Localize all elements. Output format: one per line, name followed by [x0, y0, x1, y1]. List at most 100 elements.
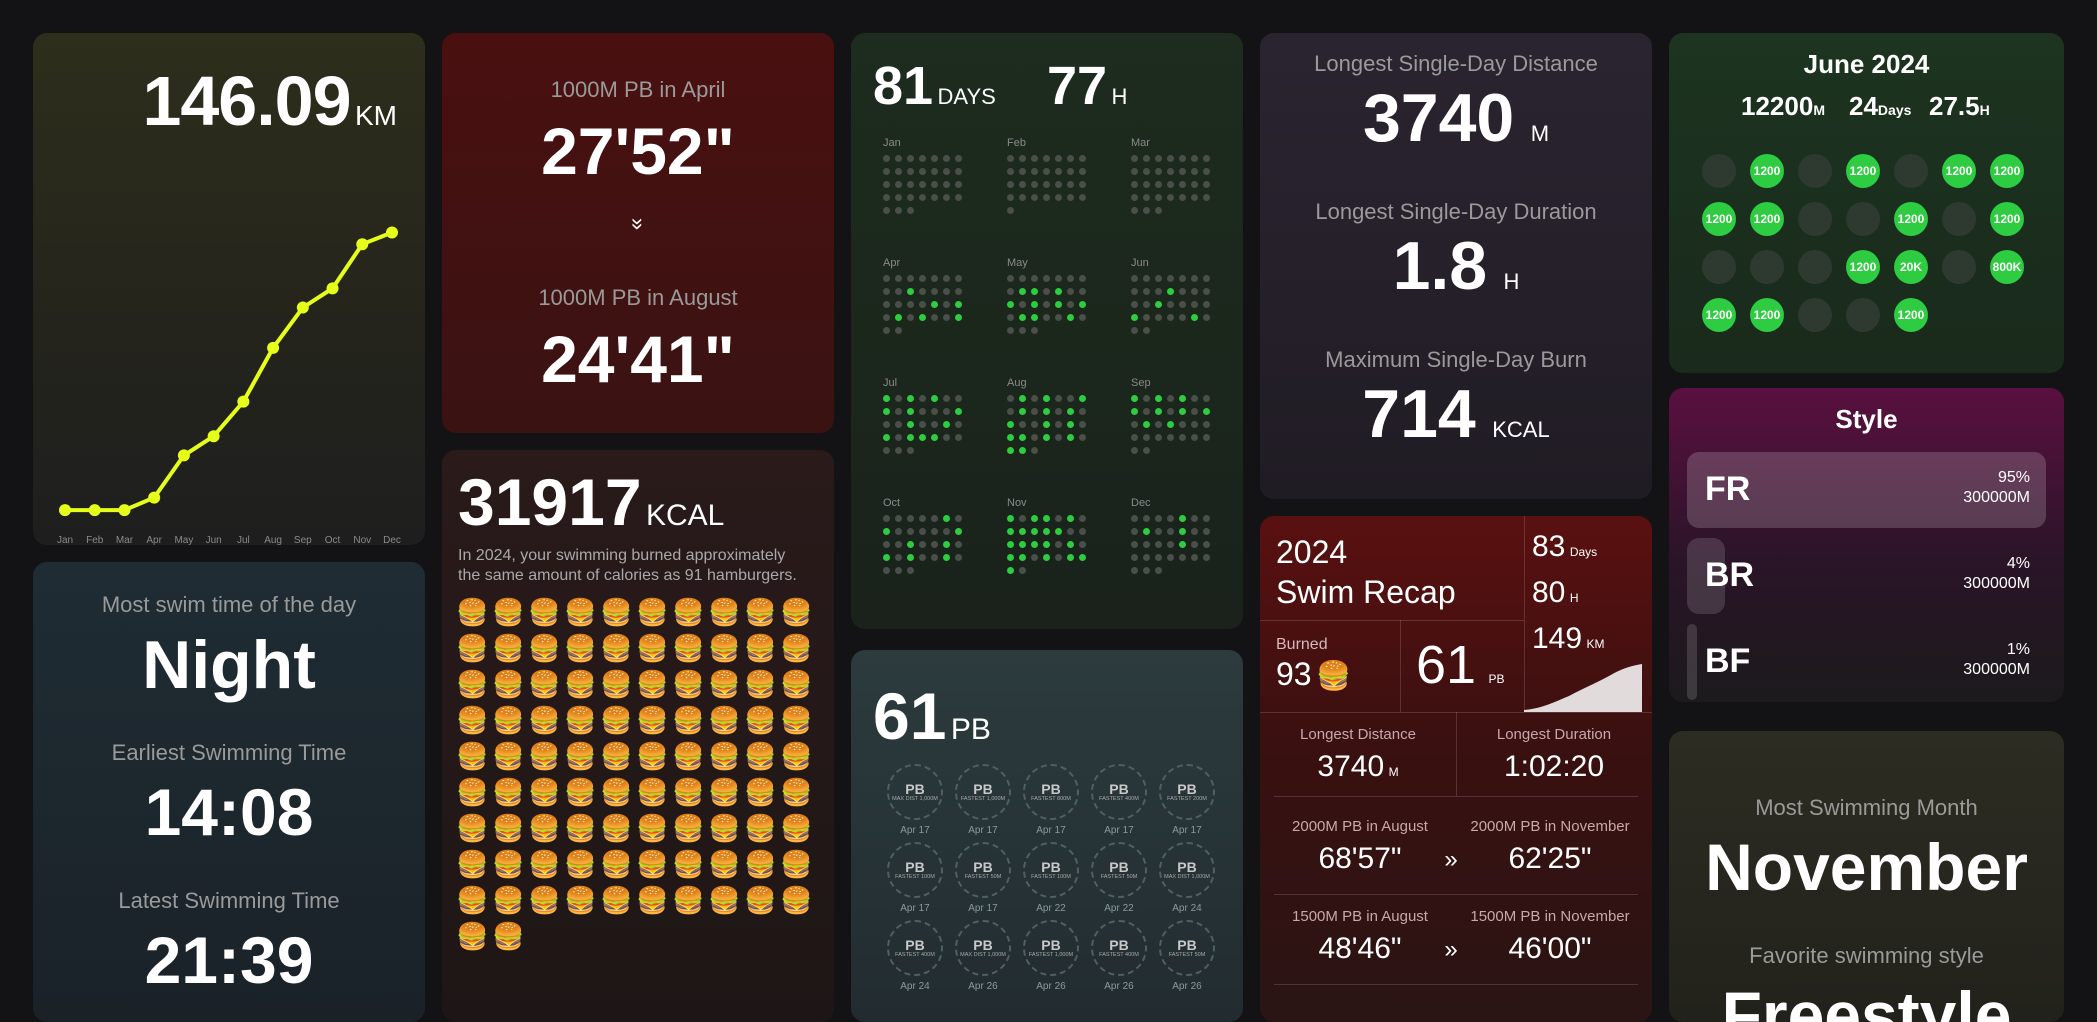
- calendar-day-dot: [1031, 275, 1038, 282]
- calendar-day-dot: [931, 168, 938, 175]
- calendar-day-dot: [1155, 554, 1162, 561]
- hamburger-icon: 🍔: [636, 597, 669, 627]
- calendar-day-dot: [1079, 541, 1086, 548]
- pb-badge-title: PB: [1109, 859, 1129, 875]
- distance-series-line: [65, 230, 393, 513]
- hamburger-icon: 🍔: [456, 813, 489, 843]
- recap-days-value: 83: [1532, 530, 1566, 563]
- calendar-day-dot: [1131, 395, 1138, 402]
- pb-badge-date: Apr 17: [1036, 825, 1066, 836]
- calendar-day-dot: [1031, 314, 1038, 321]
- recap-pb1500-aug-value: 48'46": [1318, 932, 1402, 965]
- recap-pb2000-nov-value: 62'25": [1508, 842, 1592, 875]
- calendar-day-dot: [1055, 155, 1062, 162]
- hamburger-icon: 🍔: [456, 597, 489, 627]
- hamburger-icon: 🍔: [528, 885, 561, 915]
- style-stats: 4% 300000M: [1963, 554, 2030, 594]
- pb-badge[interactable]: PB MAX DIST 1,000M Apr 17: [881, 764, 949, 836]
- hamburger-icon: 🍔: [600, 885, 633, 915]
- calendar-day-dot: [1143, 554, 1150, 561]
- calendar-day-dot: [1143, 567, 1150, 574]
- longest-distance-value: 3740: [1362, 80, 1515, 156]
- calendar-day-dot: [955, 288, 962, 295]
- hamburger-icon: 🍔: [744, 885, 777, 915]
- pb-badge[interactable]: PB FASTEST 400M Apr 17: [1085, 764, 1153, 836]
- distance-total: 146.09 KM: [33, 61, 397, 141]
- calories-total: 31917 KCAL: [458, 464, 724, 540]
- calendar-day-dot: [1007, 327, 1014, 334]
- hamburger-icon: 🍔: [744, 669, 777, 699]
- pb-badge-date: Apr 26: [1036, 981, 1066, 992]
- pb-badge[interactable]: PB FASTEST 100M Apr 17: [881, 842, 949, 914]
- calendar-day-dot: [1167, 408, 1174, 415]
- hamburger-icon: 🍔: [636, 777, 669, 807]
- style-row-bf[interactable]: BF 1% 300000M: [1687, 624, 2046, 700]
- style-row-br[interactable]: BR 4% 300000M: [1687, 538, 2046, 614]
- calendar-day-dot: [955, 541, 962, 548]
- hamburger-icon: 🍔: [636, 885, 669, 915]
- calendar-day-dot: [895, 421, 902, 428]
- hours-value: 77: [1047, 56, 1108, 116]
- calendar-day-dot: [1019, 528, 1026, 535]
- pb-badge[interactable]: PB FASTEST 400M Apr 24: [881, 920, 949, 992]
- calendar-day-dot: [1155, 301, 1162, 308]
- pb-badge-date: Apr 26: [968, 981, 998, 992]
- calendar-day-dot: [883, 447, 890, 454]
- hamburger-icon: 🍔: [528, 633, 561, 663]
- calendar-day-dot: [955, 421, 962, 428]
- calendar-day-dot: [1155, 155, 1162, 162]
- calendar-day-dot: [1067, 275, 1074, 282]
- pb-medal-icon: PB FASTEST 50M: [1091, 842, 1147, 898]
- calendar-day-dot: [1031, 528, 1038, 535]
- pb-badge[interactable]: PB FASTEST 400M Apr 26: [1085, 920, 1153, 992]
- style-row-fr[interactable]: FR 95% 300000M: [1687, 452, 2046, 528]
- longest-distance-label: Longest Single-Day Distance: [1314, 51, 1598, 76]
- recap-pb2000-aug-value: 68'57": [1318, 842, 1402, 875]
- calendar-day-dot: [1191, 194, 1198, 201]
- calendar-day-dot: [1203, 515, 1210, 522]
- calendar-day-dot: [895, 314, 902, 321]
- calendar-day-dot: [883, 327, 890, 334]
- calendar-day-dot: [1007, 421, 1014, 428]
- pb-badges-card: 61 PB PB MAX DIST 1,000M Apr 17 PB FASTEST 1…: [851, 650, 1243, 1022]
- pb-medal-icon: PB MAX DIST 1,000M: [887, 764, 943, 820]
- pb-badge[interactable]: PB FASTEST 50M Apr 17: [949, 842, 1017, 914]
- calendar-day-dot: [1067, 301, 1074, 308]
- style-stats: 95% 300000M: [1963, 468, 2030, 508]
- pb-badge[interactable]: PB FASTEST 800M Apr 17: [1017, 764, 1085, 836]
- most-time-value: Night: [142, 627, 316, 703]
- calendar-day-dot: [907, 275, 914, 282]
- pb-badge[interactable]: PB FASTEST 50M Apr 22: [1085, 842, 1153, 914]
- calendar-day-dot: [1079, 288, 1086, 295]
- calendar-day-dot: [1031, 181, 1038, 188]
- pb-badge-sub: FASTEST 100M: [1031, 874, 1071, 880]
- calendar-day-dot: [1019, 447, 1026, 454]
- calendar-day-dot: [907, 207, 914, 214]
- style-bar-bf: [1687, 624, 1697, 700]
- calendar-day-dot: [919, 421, 926, 428]
- calendar-day-dot: [1067, 288, 1074, 295]
- calendar-day-dot: [1131, 288, 1138, 295]
- pb-badge[interactable]: PB MAX DIST 1,000M Apr 26: [949, 920, 1017, 992]
- pb-badge-sub: FASTEST 1,000M: [960, 796, 1006, 802]
- pb-badge[interactable]: PB MAX DIST 1,000M Apr 24: [1153, 842, 1221, 914]
- pb-badge-sub: MAX DIST 1,000M: [960, 952, 1006, 958]
- calendar-day-dot: [1203, 194, 1210, 201]
- calendar-day-dot: [1143, 288, 1150, 295]
- pb-medal-icon: PB FASTEST 100M: [1023, 842, 1079, 898]
- calendar-day-dot: [883, 434, 890, 441]
- pb-badge[interactable]: PB FASTEST 1,000M Apr 17: [949, 764, 1017, 836]
- hamburger-icon: 🍔: [456, 849, 489, 879]
- calendar-day-dot: [1031, 447, 1038, 454]
- pb-badge[interactable]: PB FASTEST 50M Apr 26: [1153, 920, 1221, 992]
- hamburger-icon: 🍔: [456, 669, 489, 699]
- pb-badge-sub: MAX DIST 1,000M: [1164, 874, 1210, 880]
- hamburger-icon: 🍔: [708, 633, 741, 663]
- recap-pb-value: 61: [1416, 635, 1477, 695]
- calendar-day-dot: [907, 301, 914, 308]
- calendar-day-dot: [943, 314, 950, 321]
- pb-badge[interactable]: PB FASTEST 100M Apr 22: [1017, 842, 1085, 914]
- pb-badge[interactable]: PB FASTEST 200M Apr 17: [1153, 764, 1221, 836]
- pb-badge[interactable]: PB FASTEST 1,000M Apr 26: [1017, 920, 1085, 992]
- pb-badge-title: PB: [905, 859, 925, 875]
